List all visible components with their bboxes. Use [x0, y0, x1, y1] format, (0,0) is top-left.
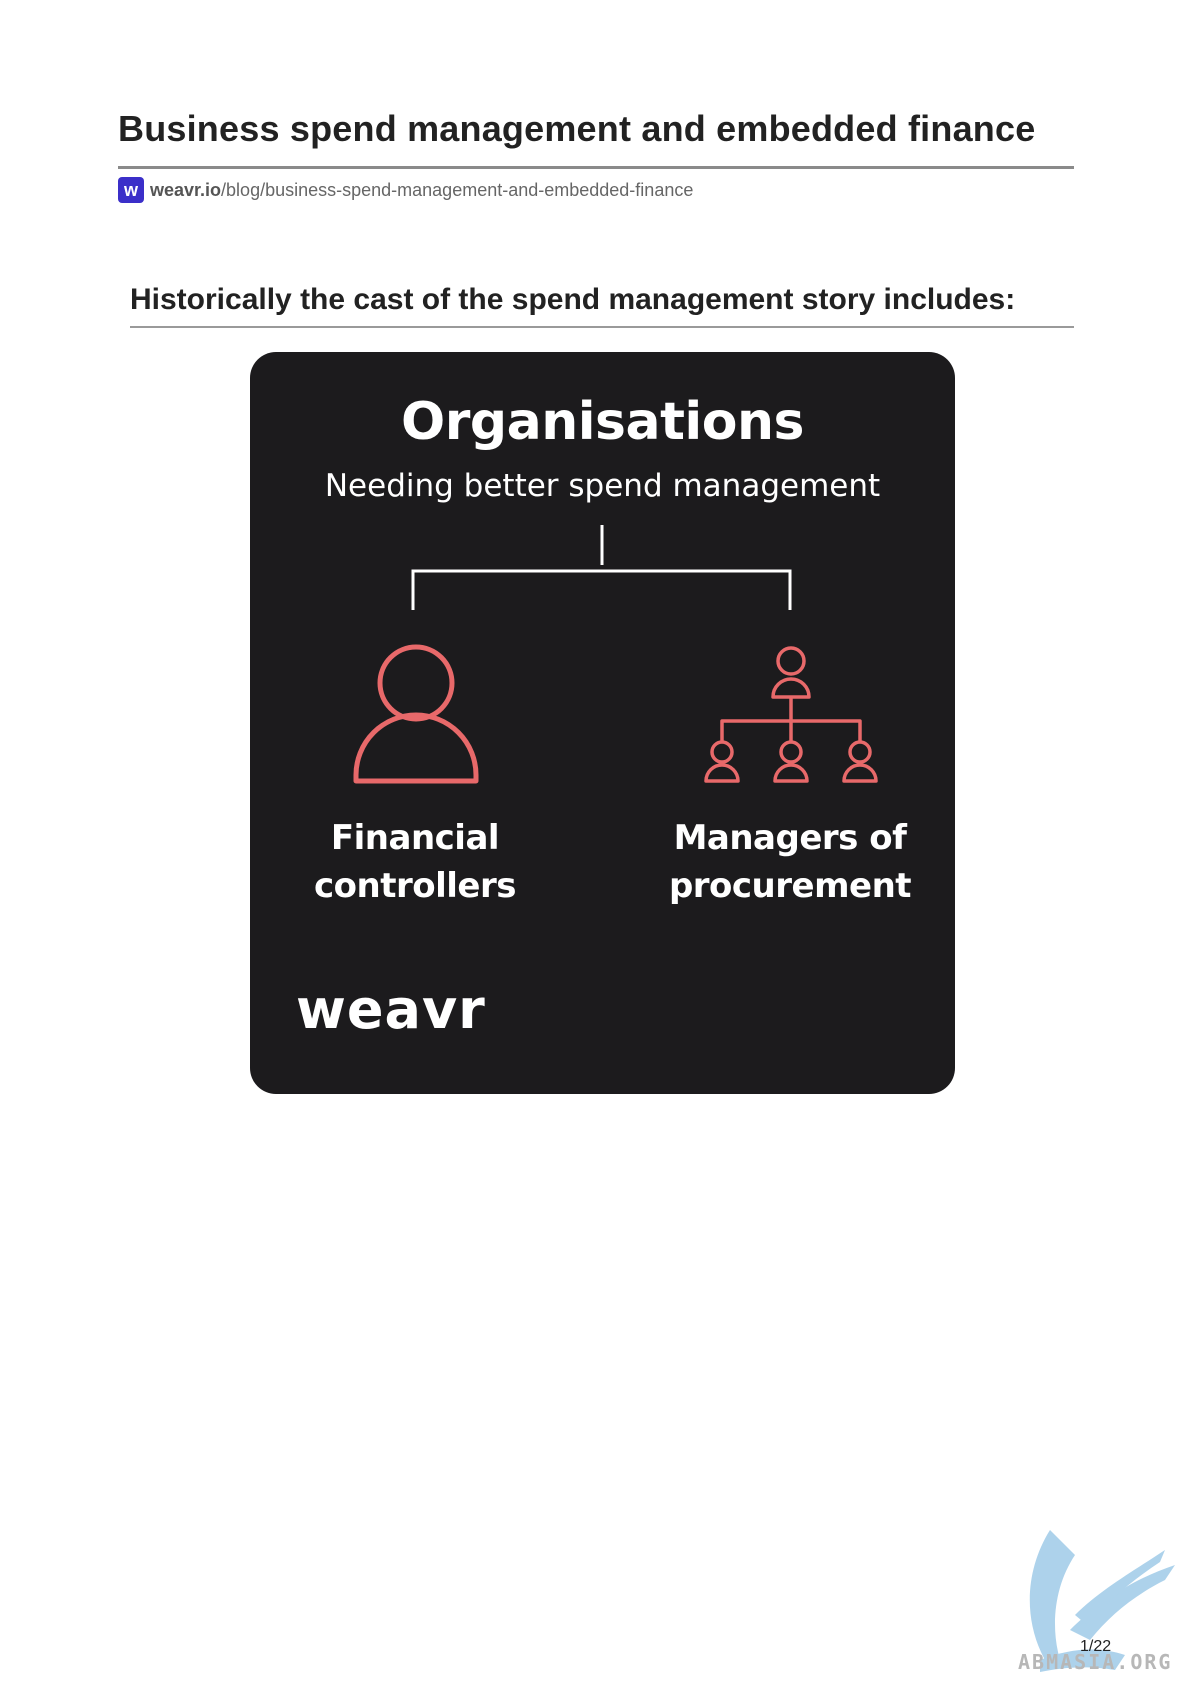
page-number: 1/22 [1080, 1638, 1112, 1655]
financial-controllers-label: Financial controllers [280, 814, 550, 910]
document-title: Business spend management and embedded f… [118, 108, 1036, 149]
weavr-favicon-icon: w [118, 177, 144, 203]
section-heading: Historically the cast of the spend manag… [130, 283, 1016, 316]
label-line: Financial [330, 818, 500, 858]
infographic-subtitle: Needing better spend management [324, 468, 881, 504]
source-domain: weavr.io [150, 179, 222, 200]
infographic-title: Organisations [401, 392, 804, 452]
label-line: procurement [668, 866, 912, 906]
connector-lines [411, 525, 792, 610]
source-path: /blog/business-spend-management-and-embe… [221, 179, 694, 200]
source-url[interactable]: weavr.io/blog/business-spend-management-… [150, 180, 693, 201]
infographic-card [250, 352, 955, 1094]
title-divider [118, 166, 1074, 169]
section-divider [130, 326, 1074, 328]
source-link[interactable]: w weavr.io/blog/business-spend-managemen… [118, 177, 693, 203]
person-icon [353, 644, 479, 784]
label-line: controllers [314, 866, 516, 906]
infographic-diagram [353, 525, 878, 784]
managers-of-procurement-label: Managers of procurement [640, 814, 940, 910]
org-hierarchy-icon [704, 646, 878, 783]
griffin-watermark-icon [1029, 1530, 1175, 1672]
weavr-logo: weavr [296, 978, 486, 1041]
watermark-text: ABMASIA.ORG [1018, 1650, 1173, 1674]
label-line: Managers of [673, 818, 907, 858]
